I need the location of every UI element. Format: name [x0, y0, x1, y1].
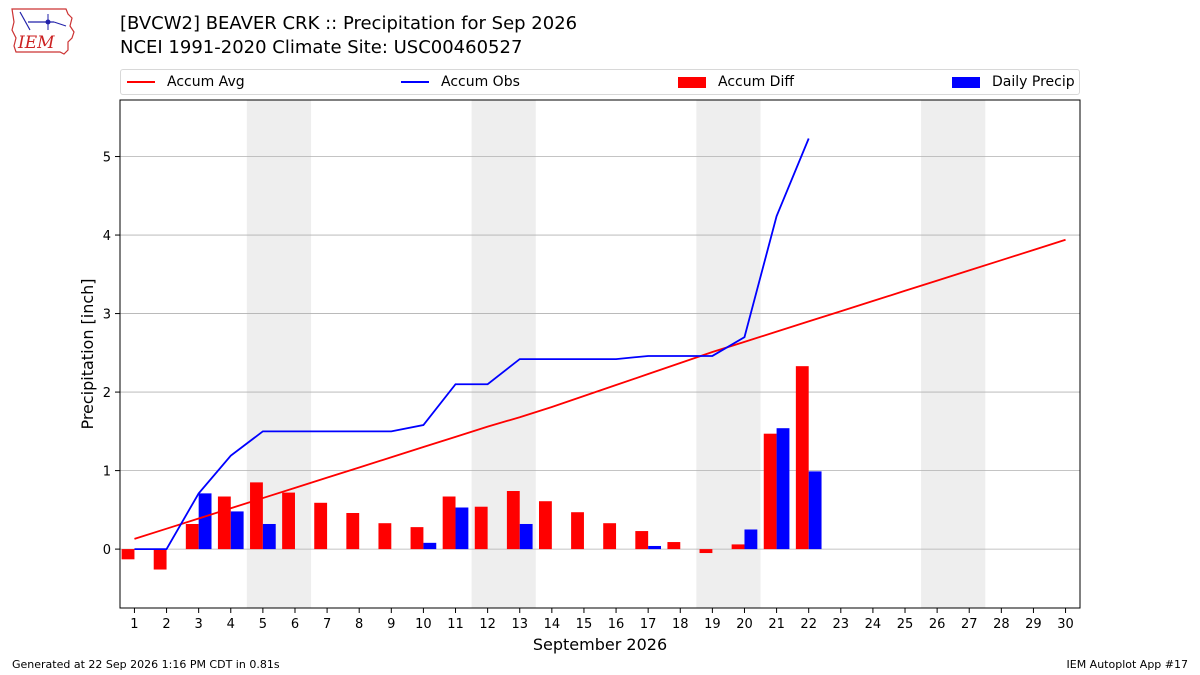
accum-avg-line [134, 238, 1066, 540]
legend-item-accum-avg: Accum Avg [127, 70, 245, 94]
x-tick-label: 17 [640, 617, 657, 632]
legend-swatch-accum-avg [127, 81, 155, 83]
x-tick-label: 23 [833, 617, 850, 632]
accum-diff-bar [121, 549, 135, 560]
x-tick-label: 20 [736, 617, 753, 632]
accum-diff-bar [571, 512, 584, 550]
x-tick-label: 14 [544, 617, 561, 632]
daily-precip-bar [423, 542, 437, 550]
legend-label-daily-precip: Daily Precip [992, 74, 1075, 90]
x-tick-label: 26 [929, 617, 946, 632]
daily-precip-bar [648, 545, 662, 550]
x-tick-label: 13 [511, 617, 528, 632]
x-tick-label: 11 [447, 617, 464, 632]
accum-diff-bar [153, 549, 167, 570]
x-tick-label: 21 [768, 617, 785, 632]
accum-diff-bar [185, 523, 199, 550]
accum-diff-bar [763, 433, 777, 550]
chart-subtitle: NCEI 1991-2020 Climate Site: USC00460527 [120, 37, 523, 58]
x-tick-label: 28 [993, 617, 1010, 632]
logo-text: IEM [17, 33, 55, 53]
x-tick-label: 27 [961, 617, 978, 632]
y-tick-label: 0 [103, 543, 111, 558]
accum-diff-bar [250, 482, 263, 550]
plot-frame [119, 99, 1081, 609]
x-tick-label: 29 [1025, 617, 1042, 632]
weekend-shade [921, 100, 986, 608]
x-tick-label: 25 [897, 617, 914, 632]
accum-diff-bar [667, 542, 681, 550]
x-tick-label: 1 [130, 617, 138, 632]
y-tick-label: 4 [103, 229, 111, 244]
iem-logo: IEM [11, 8, 75, 55]
accum-diff-bar [603, 523, 617, 550]
x-tick-label: 8 [355, 617, 363, 632]
footer-app: IEM Autoplot App #17 [1066, 658, 1189, 671]
x-axis-label: September 2026 [533, 635, 667, 654]
footer-generated: Generated at 22 Sep 2026 1:16 PM CDT in … [12, 658, 280, 671]
x-tick-label: 22 [800, 617, 817, 632]
legend-item-daily-precip: Daily Precip [952, 70, 1075, 94]
legend-swatch-accum-diff [678, 76, 706, 88]
daily-precip-bar [455, 507, 469, 550]
y-tick-label: 2 [103, 386, 111, 401]
daily-precip-bar [519, 523, 533, 550]
daily-precip-bar [198, 493, 212, 550]
accum-diff-bar [378, 523, 392, 550]
accum-diff-bar [635, 531, 649, 550]
daily-precip-bar [230, 511, 244, 550]
legend-label-accum-avg: Accum Avg [167, 74, 245, 90]
daily-precip-bar [262, 523, 276, 550]
legend-label-accum-obs: Accum Obs [441, 74, 520, 90]
legend-item-accum-diff: Accum Diff [678, 70, 794, 94]
accum-diff-bar [442, 496, 456, 550]
y-tick-label: 5 [103, 151, 111, 166]
x-tick-label: 24 [865, 617, 882, 632]
y-tick-label: 3 [103, 308, 111, 323]
legend-swatch-daily-precip [952, 76, 980, 88]
x-tick-label: 12 [479, 617, 496, 632]
legend-item-accum-obs: Accum Obs [401, 70, 520, 94]
accum-diff-bar [731, 544, 745, 550]
x-tick-label: 9 [387, 617, 395, 632]
x-tick-label: 5 [259, 617, 267, 632]
accum-diff-bar [314, 502, 328, 550]
daily-precip-bar [744, 529, 758, 550]
x-tick-label: 15 [576, 617, 593, 632]
daily-precip-bar [808, 471, 822, 550]
accum-diff-bar [282, 492, 295, 550]
weekend-shade [246, 100, 312, 608]
x-tick-label: 18 [672, 617, 689, 632]
accum-diff-bar [217, 496, 231, 550]
x-tick-label: 10 [415, 617, 432, 632]
chart-legend: Accum Avg Accum Obs Accum Diff Daily Pre… [120, 69, 1080, 95]
legend-swatch-accum-obs [401, 81, 429, 83]
accum-diff-bar [538, 501, 552, 550]
x-tick-label: 6 [291, 617, 299, 632]
accum-diff-bar [506, 491, 520, 550]
x-tick-label: 16 [608, 617, 625, 632]
x-tick-label: 3 [195, 617, 203, 632]
accum-obs-line [134, 138, 810, 551]
weekend-shade [696, 100, 761, 608]
y-tick-label: 1 [103, 465, 111, 480]
chart-title: [BVCW2] BEAVER CRK :: Precipitation for … [120, 13, 578, 34]
x-tick-label: 2 [162, 617, 170, 632]
x-tick-label: 4 [227, 617, 235, 632]
accum-diff-bar [346, 512, 360, 550]
weekend-shade [471, 100, 536, 608]
accum-diff-bar [699, 549, 713, 554]
y-axis-label: Precipitation [inch] [78, 278, 97, 429]
accum-diff-bar [410, 527, 424, 550]
daily-precip-bar [776, 428, 790, 550]
accum-diff-bar [474, 506, 488, 550]
accum-diff-bar [795, 366, 809, 550]
x-tick-label: 7 [323, 617, 331, 632]
x-tick-label: 19 [704, 617, 721, 632]
x-tick-label: 30 [1057, 617, 1074, 632]
legend-label-accum-diff: Accum Diff [718, 74, 795, 90]
